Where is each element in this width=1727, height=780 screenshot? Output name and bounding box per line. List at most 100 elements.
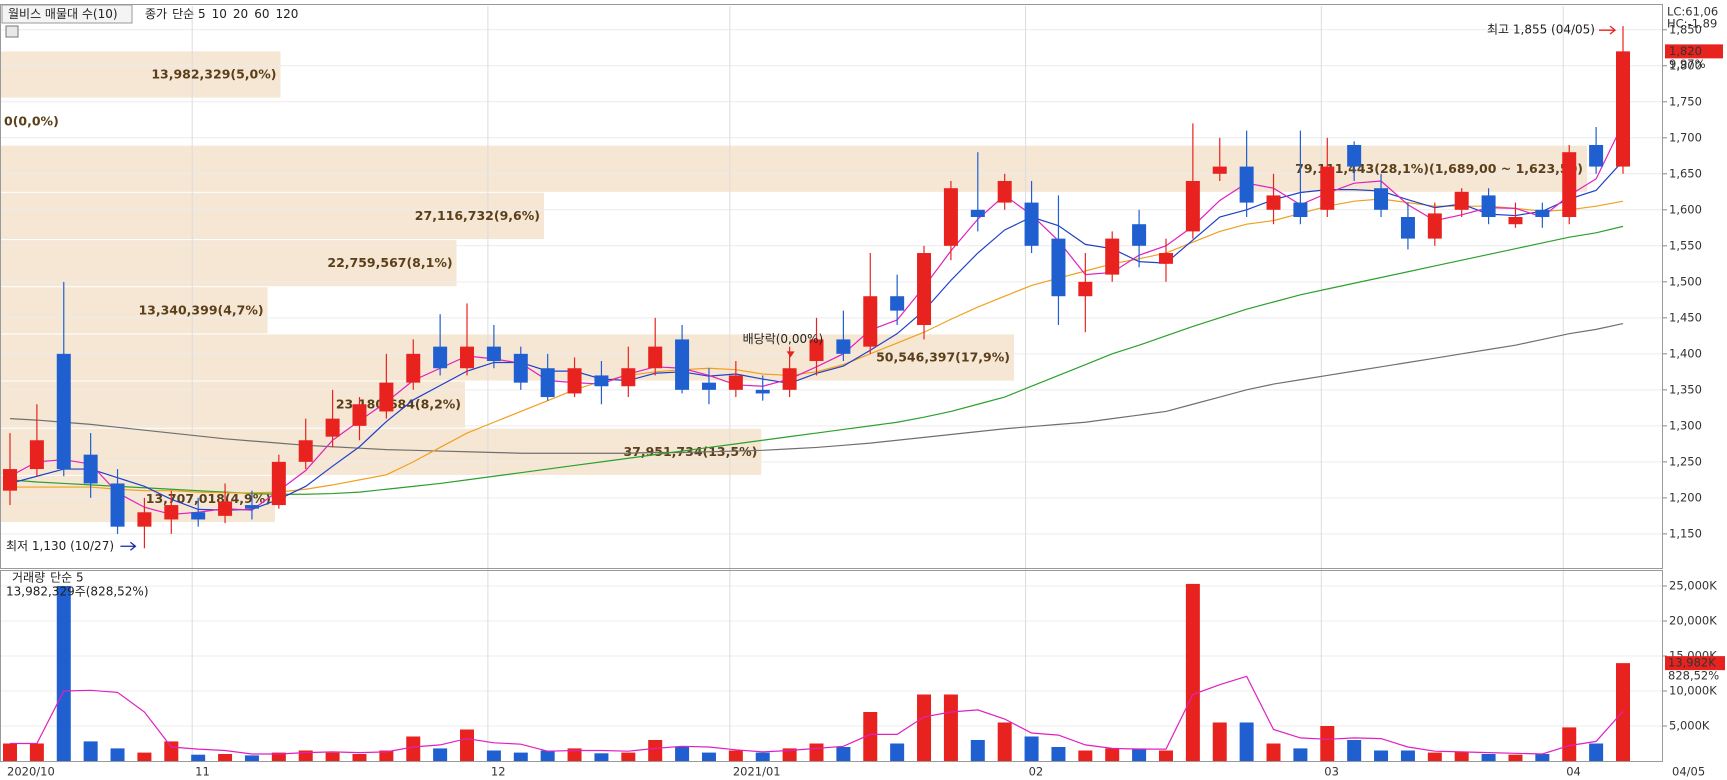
- candle-body: [1589, 144, 1604, 167]
- hc-label: HC:-1,89: [1667, 17, 1717, 31]
- candle-body: [540, 368, 555, 398]
- y-tick-label: 20,000K: [1669, 614, 1717, 628]
- candle-body: [460, 346, 475, 369]
- volume-bar: [836, 747, 851, 761]
- high-annotation: 최고 1,855 (04/05): [1487, 23, 1595, 37]
- volume-bar: [191, 754, 206, 761]
- volume-profile-bar: [0, 51, 281, 98]
- panel-icon[interactable]: [5, 25, 19, 38]
- candle-body: [782, 368, 797, 390]
- title-box[interactable]: [1, 4, 133, 24]
- legend-entry: 단순 5: [172, 7, 206, 21]
- volume-bar: [917, 694, 932, 761]
- candle-body: [1024, 202, 1039, 246]
- y-tick-label: 1,850: [1669, 22, 1702, 36]
- legend-label: 종가: [145, 7, 167, 21]
- candle-body: [621, 368, 636, 387]
- volume-change-label: 828,52%: [1668, 669, 1719, 683]
- volume-bar: [56, 586, 71, 761]
- candle-body: [110, 483, 125, 527]
- volume-bar: [218, 754, 233, 761]
- volume-bar: [1212, 722, 1227, 761]
- volume-bar: [1132, 748, 1147, 761]
- candle-body: [29, 440, 44, 470]
- candle-body: [352, 404, 367, 426]
- volume-bar: [728, 750, 743, 761]
- volume-bar: [1589, 743, 1604, 761]
- candle-body: [1508, 217, 1523, 225]
- volume-profile-label: 13,340,399(4,7%): [138, 302, 263, 317]
- x-tick-label: 2020/10: [7, 765, 55, 779]
- candle-body: [755, 389, 770, 394]
- volume-bar: [513, 752, 528, 761]
- candle-body: [1293, 202, 1308, 218]
- volume-bar: [1105, 748, 1120, 761]
- volume-bar: [1266, 743, 1281, 761]
- volume-bar: [352, 754, 367, 761]
- volume-bar: [244, 755, 259, 761]
- lc-label: LC:61,06: [1667, 5, 1718, 19]
- low-annotation: 최저 1,130 (10/27): [6, 539, 114, 553]
- volume-bar: [701, 752, 716, 761]
- candle-body: [3, 469, 17, 491]
- volume-profile-label: 23,180,684(8,2%): [336, 397, 461, 412]
- volume-bar: [137, 752, 152, 761]
- moving-average-line: [10, 675, 1624, 755]
- candle-body: [1616, 51, 1630, 167]
- volume-profile-bar: [0, 192, 544, 240]
- last-price-label: 1,820: [1669, 44, 1702, 58]
- last-price-box: [1665, 44, 1723, 59]
- candle-body: [1051, 238, 1066, 297]
- candle-body: [1105, 238, 1120, 275]
- volume-panel-border: [0, 570, 1663, 762]
- volume-bar: [1481, 754, 1496, 761]
- volume-bar: [1508, 754, 1523, 761]
- volume-bar: [1454, 751, 1469, 761]
- volume-profile-label: 27,116,732(9,6%): [415, 208, 540, 223]
- main-layer: 13,982,329(5,0%) 0(0,0%) 79,111,443(28,1%)…: [3, 5, 1725, 779]
- volume-profile-label: 13,707,018(4,9%): [146, 491, 271, 506]
- candle-body: [809, 339, 824, 362]
- volume-profile-label: 79,111,443(28,1%)(1,689,00 ~ 1,623,50): [1295, 161, 1583, 176]
- chart-title: 월비스 매물대 수(10): [8, 7, 118, 21]
- candle-body: [433, 346, 448, 369]
- candle-body: [1454, 191, 1469, 210]
- candle-body: [191, 512, 206, 520]
- y-tick-label: 1,350: [1669, 382, 1702, 396]
- y-tick-label: 5,000K: [1669, 719, 1710, 733]
- candle-body: [298, 440, 313, 462]
- candle-body: [917, 253, 932, 326]
- candle-body: [164, 505, 179, 520]
- legend-label: 거래량: [12, 571, 45, 585]
- candle-body: [218, 501, 233, 516]
- y-tick-label: 1,250: [1669, 454, 1702, 468]
- candle-body: [1212, 166, 1227, 174]
- candle-body: [83, 454, 98, 484]
- volume-profile-bar: [0, 428, 762, 475]
- y-tick-label: 10,000K: [1669, 684, 1717, 698]
- y-tick-label: 1,550: [1669, 238, 1702, 252]
- candle-body: [1374, 188, 1389, 210]
- volume-bar: [1427, 752, 1442, 761]
- y-tick-label: 1,750: [1669, 94, 1702, 108]
- volume-bar: [1535, 754, 1550, 761]
- volume-bar: [110, 748, 125, 761]
- candle-body: [1562, 152, 1577, 218]
- candle-body: [675, 339, 690, 390]
- volume-bar: [406, 736, 421, 761]
- volume-bar: [298, 750, 313, 761]
- y-tick-label: 1,800: [1669, 58, 1702, 72]
- volume-bar: [83, 741, 98, 761]
- volume-bar: [3, 743, 17, 761]
- y-tick-label: 1,150: [1669, 526, 1702, 540]
- volume-bar: [29, 743, 44, 761]
- candle-body: [244, 505, 259, 509]
- volume-bar: [1158, 750, 1173, 761]
- change-label: 9,97%: [1669, 57, 1706, 71]
- volume-bar: [325, 752, 340, 761]
- candle-body: [1158, 253, 1173, 264]
- x-end-label: 04/05: [1672, 765, 1705, 779]
- volume-profile-bar: [0, 287, 268, 334]
- candle-body: [406, 353, 421, 383]
- low-arrow: [120, 541, 137, 551]
